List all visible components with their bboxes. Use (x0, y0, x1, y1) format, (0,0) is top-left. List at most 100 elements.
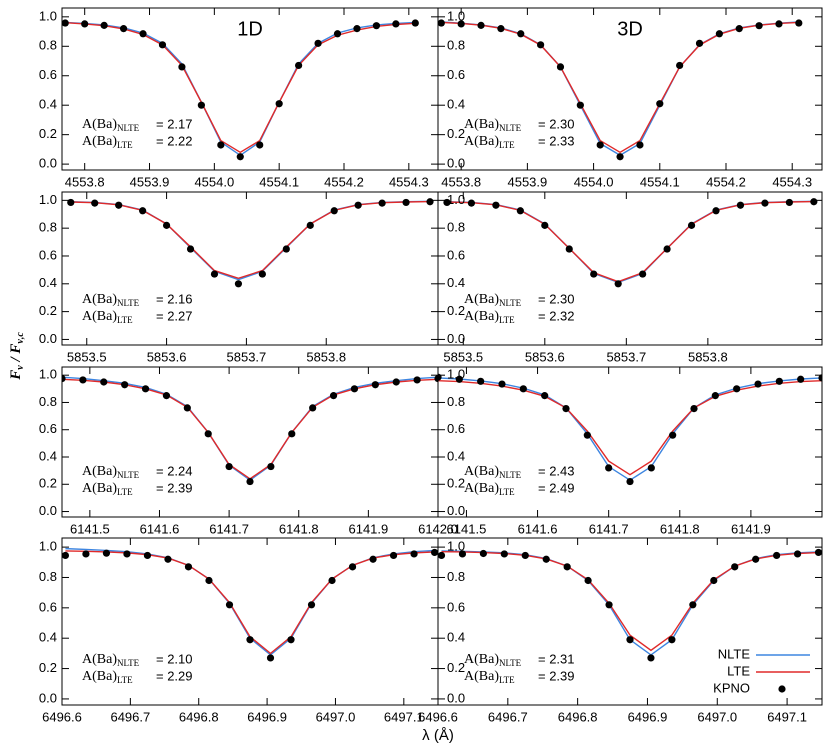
data-point (162, 221, 171, 229)
y-tick-label: 0.4 (39, 448, 57, 463)
data-point (810, 198, 818, 206)
y-tick-label: 0.4 (447, 275, 465, 290)
data-point (392, 20, 400, 28)
abundance-prefix: A(Ba) (464, 481, 499, 496)
x-tick-label: 6141.9 (348, 521, 388, 536)
data-point (455, 375, 463, 383)
data-point (307, 601, 316, 609)
abundance-prefix: A(Ba) (82, 464, 117, 479)
data-point (676, 61, 684, 70)
x-tick-label: 5853.6 (147, 349, 187, 364)
abundance-value: = 2.43 (538, 463, 575, 478)
data-point (596, 141, 604, 149)
plot-area (438, 19, 803, 161)
data-point (392, 378, 400, 386)
data-point (563, 563, 571, 571)
abundance-sub: LTE (499, 315, 515, 325)
data-point (205, 576, 213, 585)
data-point (62, 19, 69, 27)
legend-label: KPNO (713, 680, 750, 695)
data-point (656, 100, 664, 108)
y-tick-label: 0.8 (39, 394, 57, 409)
abundance-sub: LTE (499, 675, 515, 685)
x-tick-label: 6141.6 (518, 521, 558, 536)
abundance-prefix: A(Ba) (464, 117, 499, 132)
abundance-sub: LTE (499, 140, 515, 150)
data-point (626, 636, 634, 644)
data-point (584, 576, 592, 585)
plot-area (438, 548, 822, 662)
y-tick-label: 0.4 (447, 97, 465, 112)
data-point (797, 375, 805, 383)
panel-title: 3D (617, 18, 643, 40)
data-point (411, 19, 419, 27)
panel: 0.0 0.2 0.4 0.6 0.8 1.0 5853.5 5853.6 5853.7 5853… (437, 191, 823, 364)
y-tick-label: 0.8 (447, 220, 465, 235)
y-tick-label: 0.6 (447, 247, 465, 262)
x-tick-label: 6141.5 (70, 521, 110, 536)
data-point (354, 201, 362, 209)
data-point (82, 550, 90, 558)
data-point (353, 25, 361, 33)
x-tick-label: 4553.8 (441, 174, 481, 189)
y-tick-label: 0.2 (447, 476, 465, 491)
y-tick-label: 0.6 (447, 67, 465, 82)
data-point (785, 198, 793, 207)
y-tick-label: 0.4 (447, 448, 465, 463)
y-tick-label: 0.0 (39, 503, 57, 518)
data-point (204, 430, 212, 438)
y-tick-label: 0.4 (39, 275, 57, 290)
data-point (225, 462, 233, 471)
data-point (477, 21, 485, 29)
x-tick-label: 6496.8 (179, 709, 219, 724)
panel: 0.0 0.2 0.4 0.6 0.8 1.0 4553.8 4553.9 4554.0 4554… (39, 7, 439, 189)
abundance-prefix: A(Ba) (82, 652, 117, 667)
data-point (626, 477, 634, 486)
data-point (457, 20, 465, 28)
data-point (275, 100, 283, 108)
plot-area (62, 374, 438, 486)
y-tick-label: 0.8 (39, 569, 57, 584)
data-point (282, 245, 290, 253)
x-tick-label: 5853.7 (606, 349, 646, 364)
abundance-label: A(Ba)NLTE (464, 292, 522, 308)
abundance-prefix: A(Ba) (82, 669, 117, 684)
x-tick-label: 6496.9 (247, 709, 287, 724)
y-tick-label: 0.0 (447, 690, 465, 705)
x-tick-label: 4554.0 (574, 174, 614, 189)
y-tick-label: 0.0 (39, 690, 57, 705)
data-point (616, 153, 624, 161)
y-tick-label: 0.0 (447, 503, 465, 518)
data-point (258, 270, 266, 278)
data-point (402, 198, 410, 207)
x-tick-label: 4553.8 (65, 174, 105, 189)
data-point (576, 101, 584, 109)
data-point (773, 551, 781, 560)
y-tick-label: 0.2 (447, 660, 465, 675)
y-tick-label: 0.8 (447, 394, 465, 409)
abundance-label: A(Ba)NLTE (464, 464, 522, 480)
abundance-sub: NLTE (499, 658, 522, 668)
y-tick-label: 0.2 (447, 303, 465, 318)
line-series (65, 21, 416, 157)
data-point (186, 245, 195, 253)
abundance-sub: LTE (499, 487, 515, 497)
abundance-label: A(Ba)LTE (82, 669, 133, 685)
data-point (636, 141, 644, 149)
data-point (818, 374, 822, 382)
x-tick-label: 4554.3 (772, 174, 812, 189)
panel-frame (437, 191, 823, 346)
line-series (70, 200, 431, 279)
line-series (62, 376, 438, 482)
abundance-value: = 2.33 (538, 133, 575, 148)
data-point (369, 555, 377, 563)
x-tick-label: 5853.5 (443, 349, 483, 364)
y-tick-label: 1.0 (39, 539, 57, 554)
x-tick-label: 6141.7 (209, 521, 249, 536)
panel: 0.0 0.2 0.4 0.6 0.8 1.0 6496.6 6496.7 6496.8 6496… (418, 537, 823, 724)
data-point (178, 63, 186, 71)
abundance-prefix: A(Ba) (82, 309, 117, 324)
data-point (477, 377, 485, 385)
abundance-value: = 2.49 (538, 480, 575, 495)
data-point (389, 551, 398, 560)
